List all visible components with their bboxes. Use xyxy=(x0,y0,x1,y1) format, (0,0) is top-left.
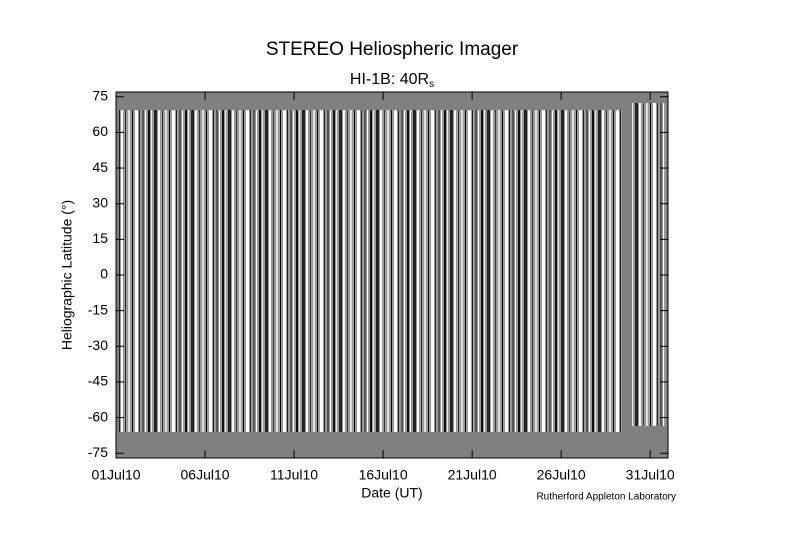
x-tick-label: 26Jul10 xyxy=(537,467,586,483)
y-tick-label: 30 xyxy=(92,194,108,210)
plot-area xyxy=(115,91,669,459)
y-tick-label: -45 xyxy=(88,373,108,389)
chart-title: STEREO Heliospheric Imager xyxy=(266,39,519,60)
y-tick-label: 75 xyxy=(92,87,108,103)
x-tick-label: 31Jul10 xyxy=(626,467,675,483)
y-axis-label: Heliographic Latitude (°) xyxy=(59,200,75,350)
subtitle-subscript: s xyxy=(429,79,434,90)
subtitle-text: HI-1B: 40R xyxy=(350,71,429,88)
y-tick-label: 15 xyxy=(92,230,108,246)
y-tick-label: 45 xyxy=(92,159,108,175)
y-tick-label: -75 xyxy=(88,444,108,460)
image-data xyxy=(119,110,622,432)
y-tick-label: -60 xyxy=(88,408,108,424)
y-tick-label: 0 xyxy=(100,266,108,282)
x-tick-label: 11Jul10 xyxy=(270,467,318,483)
x-tick-label: 21Jul10 xyxy=(448,467,497,483)
x-tick-label: 01Jul10 xyxy=(91,467,140,483)
image-data xyxy=(632,103,666,426)
y-tick-label: -15 xyxy=(88,301,108,317)
x-axis-label: Date (UT) xyxy=(361,485,422,501)
x-tick-label: 16Jul10 xyxy=(359,467,408,483)
y-tick-label: -30 xyxy=(88,337,108,353)
y-tick-label: 60 xyxy=(92,123,108,139)
credit: Rutherford Appleton Laboratory xyxy=(536,492,676,503)
x-tick-label: 06Jul10 xyxy=(181,467,230,483)
chart-subtitle: HI-1B: 40Rs xyxy=(350,71,434,89)
